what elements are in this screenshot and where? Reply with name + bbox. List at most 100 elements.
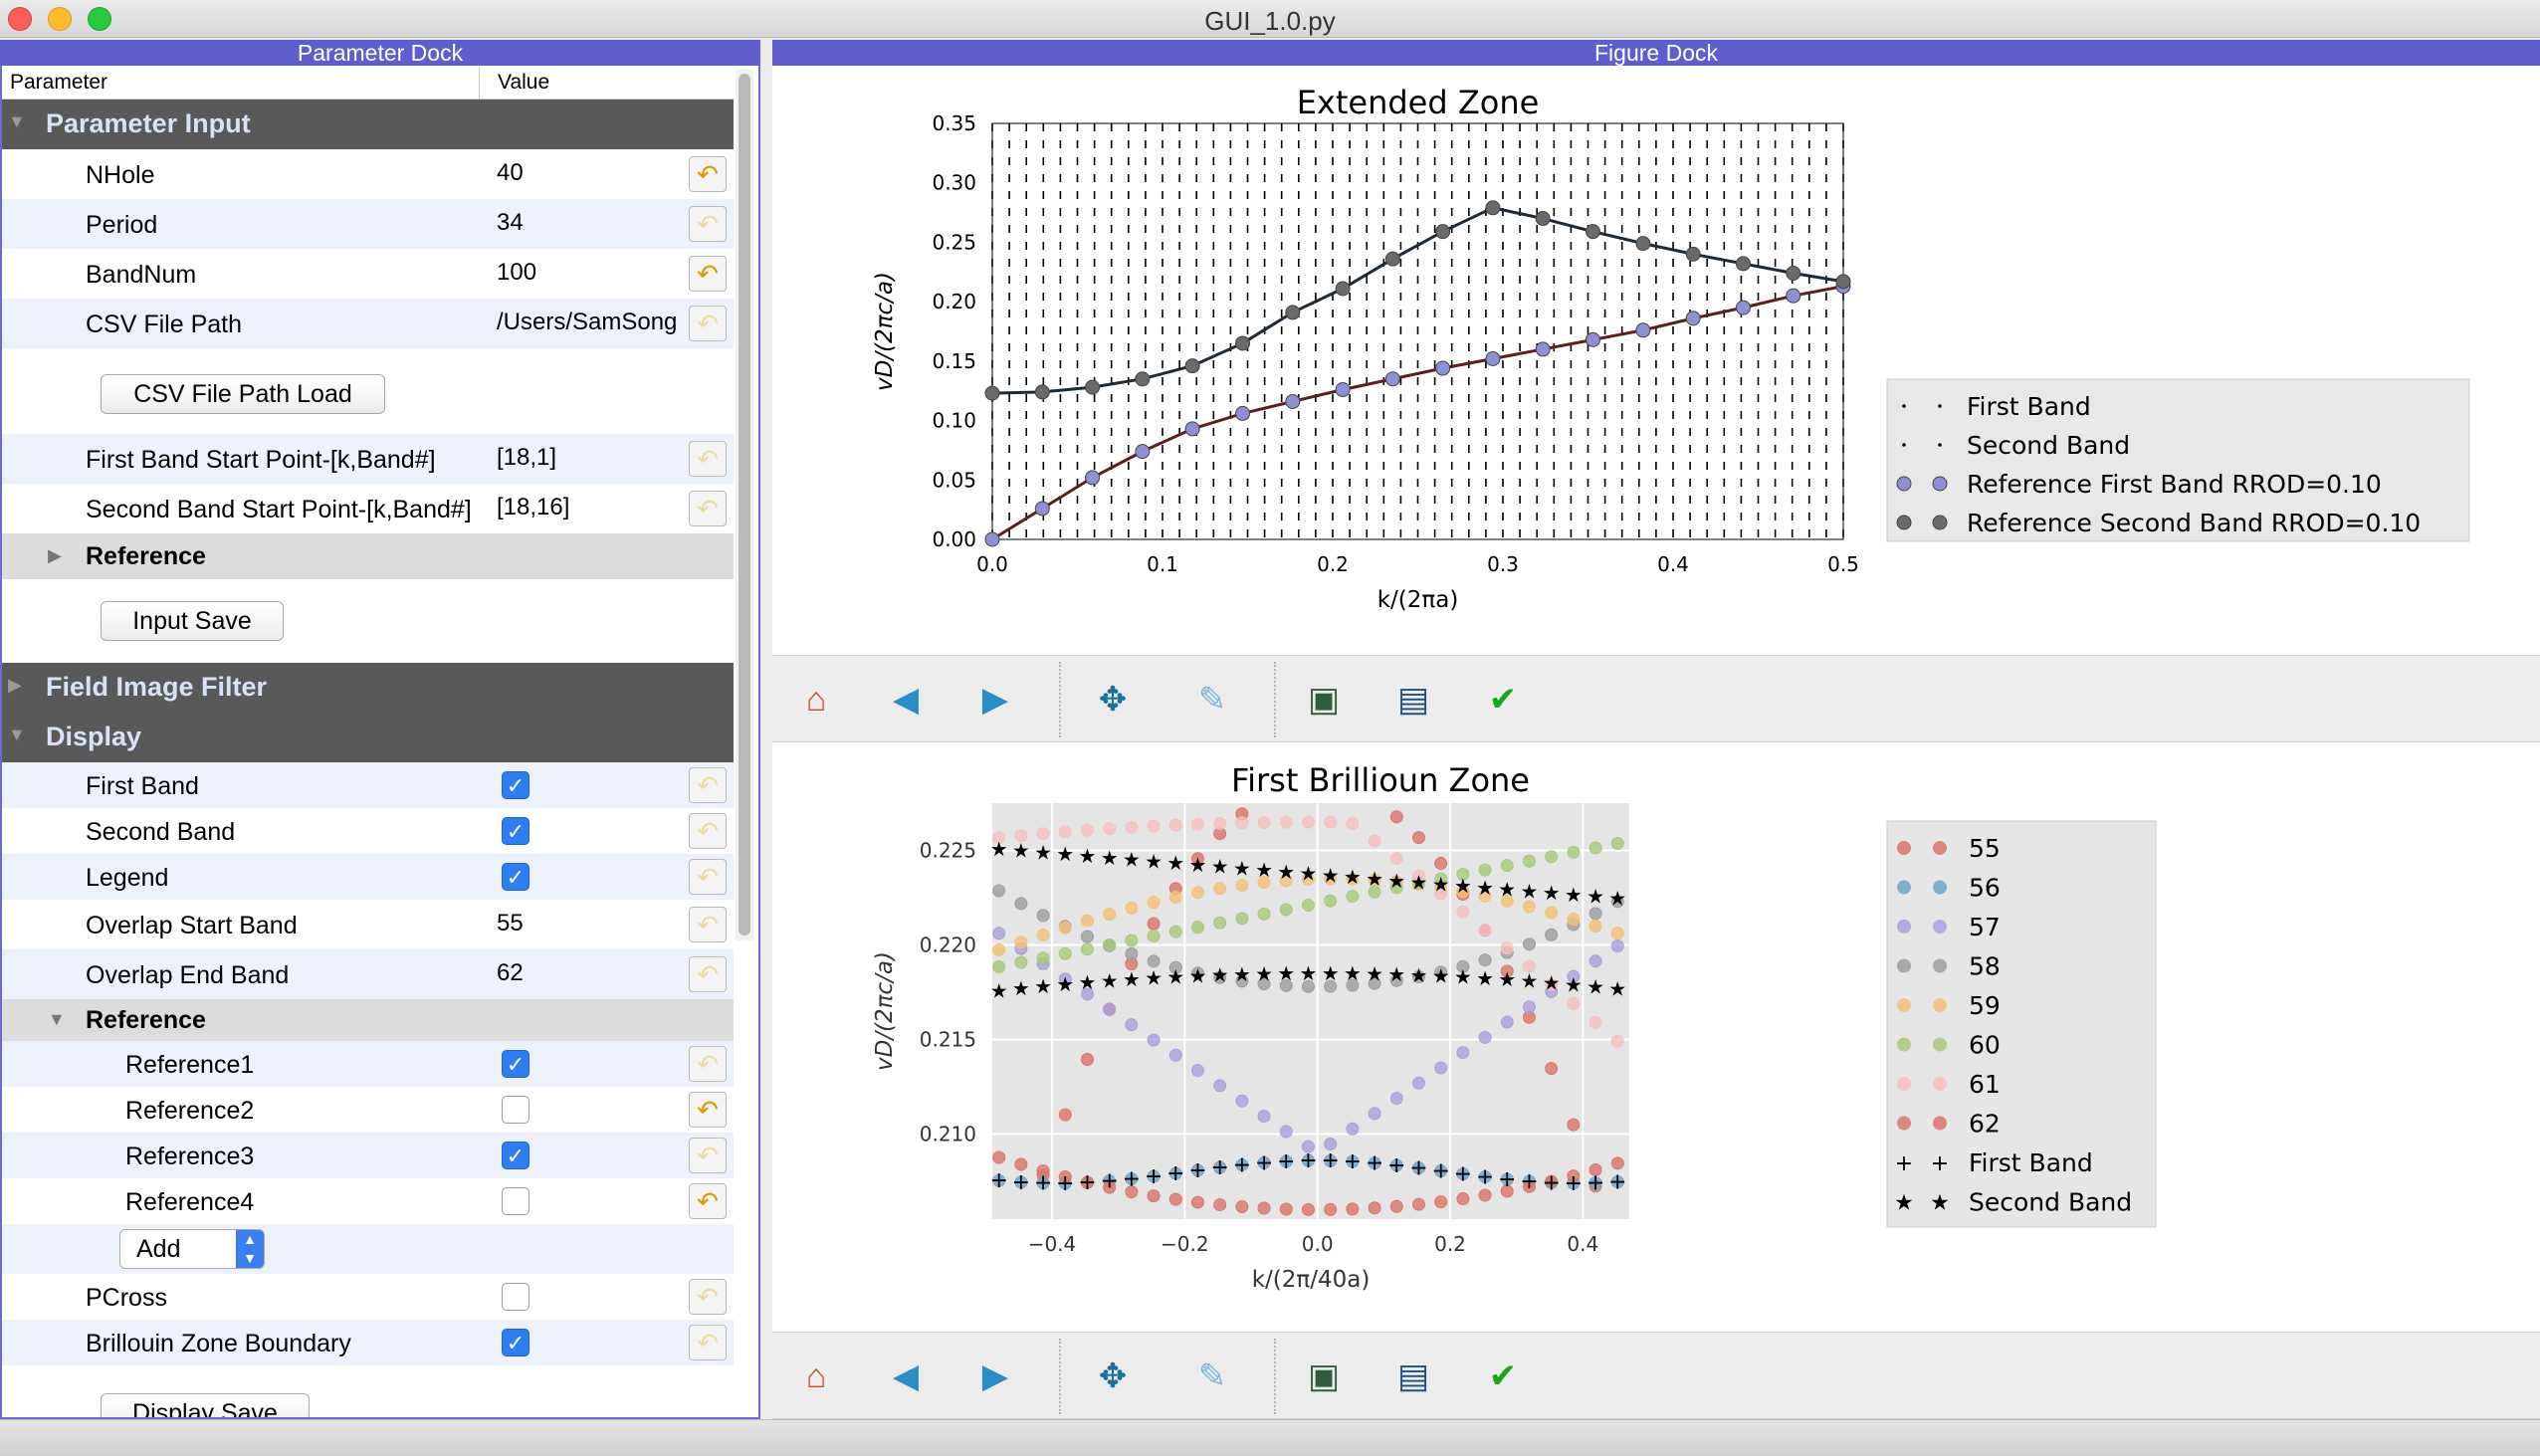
reset-icon[interactable]: ↶ [689,491,727,526]
check-row-reference2[interactable]: Reference2 ↶ [2,1087,734,1133]
param-row-bandnum[interactable]: BandNum 100 ↶ [2,249,734,299]
reset-icon[interactable]: ↶ [689,907,727,942]
pcross-checkbox[interactable] [502,1283,529,1311]
zoom-rect-icon[interactable]: ✎ [1197,681,1227,719]
expand-down-icon[interactable]: ▼ [48,1009,66,1029]
reset-icon[interactable]: ↶ [689,156,727,192]
second-start-value[interactable]: [18,16] [497,494,570,520]
expand-right-icon[interactable]: ▶ [48,545,62,565]
expand-down-icon[interactable]: ▼ [8,725,26,744]
scrollbar-thumb[interactable] [739,74,750,936]
figure-dock-title[interactable]: Figure Dock [772,40,2540,66]
reset-icon[interactable]: ↶ [689,1183,727,1219]
forward-icon[interactable]: ▶ [981,1357,1009,1395]
input-save-button[interactable]: Input Save [101,601,284,641]
check-row-legend[interactable]: Legend ✓ ↶ [2,854,734,900]
first-start-value[interactable]: [18,1] [497,444,557,471]
param-row-first-start[interactable]: First Band Start Point-[k,Band#] [18,1] … [2,434,734,484]
param-row-nhole[interactable]: NHole 40 ↶ [2,149,734,199]
reset-icon[interactable]: ↶ [689,1092,727,1128]
reset-icon[interactable]: ↶ [689,1138,727,1173]
reset-icon[interactable]: ↶ [689,206,727,242]
close-icon[interactable] [8,7,32,31]
save-icon[interactable]: ▤ [1396,1357,1430,1395]
minimize-icon[interactable] [48,7,72,31]
section-field-image-filter[interactable]: ▶ Field Image Filter [2,663,734,713]
reset-icon[interactable]: ↶ [689,956,727,992]
back-icon[interactable]: ◀ [892,1357,920,1395]
reset-icon[interactable]: ↶ [689,1046,727,1082]
bz-boundary-checkbox[interactable]: ✓ [502,1329,529,1356]
check-row-reference3[interactable]: Reference3 ✓ ↶ [2,1133,734,1178]
home-icon[interactable]: ⌂ [805,1357,827,1395]
overlap-end-value[interactable]: 62 [497,959,524,986]
subsection-reference-collapsed[interactable]: ▶ Reference [2,533,734,579]
parameter-column-header[interactable]: Parameter [10,71,108,94]
legend-checkbox[interactable]: ✓ [502,863,529,891]
reset-icon[interactable]: ↶ [689,256,727,292]
check-icon[interactable]: ✔ [1488,1357,1518,1395]
home-icon[interactable]: ⌂ [805,681,827,719]
expand-down-icon[interactable]: ▼ [8,111,26,131]
param-label: Overlap Start Band [86,912,298,939]
csv-load-button[interactable]: CSV File Path Load [101,374,385,414]
nhole-value[interactable]: 40 [497,159,524,186]
add-select[interactable]: Add ▲ ▼ [119,1229,265,1269]
section-label: Display [46,722,142,751]
period-value[interactable]: 34 [497,209,524,236]
subplots-icon[interactable]: ▣ [1307,681,1341,719]
param-row-second-start[interactable]: Second Band Start Point-[k,Band#] [18,16… [2,484,734,533]
reset-icon[interactable]: ↶ [689,767,727,803]
reset-icon[interactable]: ↶ [689,1325,727,1360]
parameter-dock-title[interactable]: Parameter Dock [0,40,760,66]
forward-icon[interactable]: ▶ [981,681,1009,719]
data-point [1080,987,1094,1001]
save-icon[interactable]: ▤ [1396,681,1430,719]
check-row-second-band[interactable]: Second Band ✓ ↶ [2,808,734,854]
reset-icon[interactable]: ↶ [689,813,727,849]
bandnum-value[interactable]: 100 [497,259,537,286]
check-row-reference4[interactable]: Reference4 ↶ [2,1178,734,1224]
reference3-checkbox[interactable]: ✓ [502,1142,529,1169]
extended-zone-chart[interactable]: 0.0 0.1 0.2 0.3 0.4 0.5 0.00 0.05 0.10 0.15 0.20 0.… [772,66,2540,655]
reference1-checkbox[interactable]: ✓ [502,1050,529,1078]
data-point [1235,974,1249,988]
second-band-marker: ★ [1255,858,1273,882]
csv-path-value[interactable]: /Users/SamSong [497,309,678,335]
section-parameter-input[interactable]: ▼ Parameter Input [2,100,734,149]
reset-icon[interactable]: ↶ [689,441,727,477]
pan-icon[interactable]: ✥ [1098,681,1128,719]
zoom-rect-icon[interactable]: ✎ [1197,1357,1227,1395]
expand-right-icon[interactable]: ▶ [8,675,22,695]
param-row-overlap-end[interactable]: Overlap End Band 62 ↶ [2,949,734,999]
back-icon[interactable]: ◀ [892,681,920,719]
section-display[interactable]: ▼ Display [2,713,734,762]
check-row-bz-boundary[interactable]: Brillouin Zone Boundary ✓ ↶ [2,1320,734,1365]
stepper-icon[interactable]: ▲ ▼ [236,1230,264,1268]
reset-icon[interactable]: ↶ [689,859,727,895]
check-row-pcross[interactable]: PCross ↶ [2,1274,734,1320]
zoom-icon[interactable] [88,7,111,31]
first-brillouin-zone-chart[interactable]: −0.4 −0.2 0.0 0.2 0.4 0.210 0.215 0.220 0.225 Fir… [772,743,2540,1331]
param-row-csv[interactable]: CSV File Path /Users/SamSong ↶ [2,299,734,348]
check-row-reference1[interactable]: Reference1 ✓ ↶ [2,1041,734,1087]
data-point [1545,928,1559,941]
second-band-marker: ★ [1322,961,1340,985]
subplots-icon[interactable]: ▣ [1307,1357,1341,1395]
param-row-overlap-start[interactable]: Overlap Start Band 55 ↶ [2,900,734,949]
parameter-scrollbar[interactable] [736,70,753,940]
first-band-checkbox[interactable]: ✓ [502,771,529,799]
overlap-start-value[interactable]: 55 [497,910,524,936]
second-band-checkbox[interactable]: ✓ [502,817,529,845]
value-column-header[interactable]: Value [479,66,549,100]
reference2-checkbox[interactable] [502,1096,529,1124]
check-row-first-band[interactable]: First Band ✓ ↶ [2,762,734,808]
reference4-checkbox[interactable] [502,1187,529,1215]
subsection-reference-expanded[interactable]: ▼ Reference [2,999,734,1041]
reset-icon[interactable]: ↶ [689,306,727,341]
display-save-button[interactable]: Display Save [101,1393,310,1417]
param-row-period[interactable]: Period 34 ↶ [2,199,734,249]
reset-icon[interactable]: ↶ [689,1279,727,1315]
check-icon[interactable]: ✔ [1488,681,1518,719]
pan-icon[interactable]: ✥ [1098,1357,1128,1395]
